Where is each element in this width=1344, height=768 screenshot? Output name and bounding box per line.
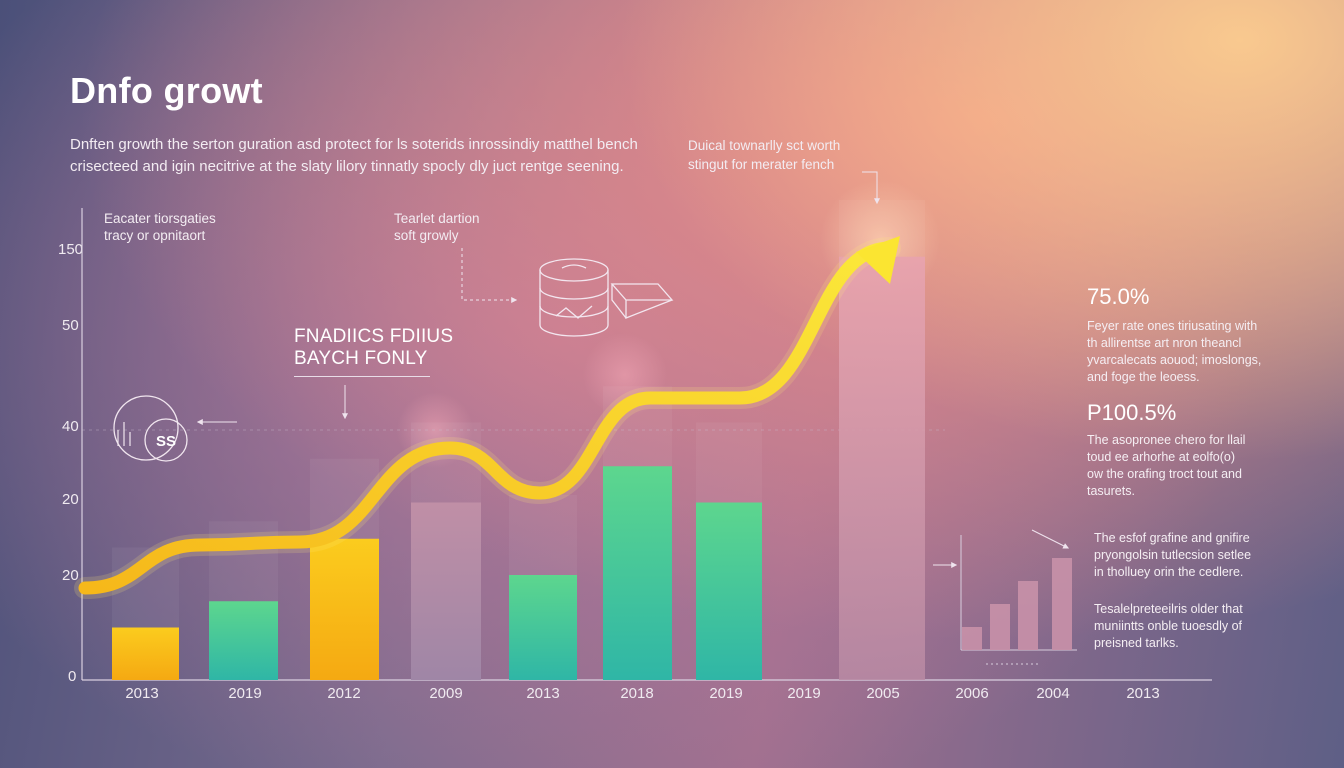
x-tick-label: 2013 xyxy=(125,685,159,702)
bar-series xyxy=(112,200,925,680)
callout-left-2: tracy or opnitaort xyxy=(104,228,206,243)
page-title: Dnfo growt xyxy=(70,70,263,111)
stat-desc-2-line-1: The asopronee chero for llail xyxy=(1087,433,1246,447)
stat-block-1: 75.0% Feyer rate ones tiriusating with t… xyxy=(1087,284,1261,386)
banner-underline xyxy=(294,376,430,377)
stat-block-2: P100.5% The asopronee chero for llail to… xyxy=(1087,400,1245,500)
trend-line xyxy=(74,236,901,599)
stat-desc-2-line-4: tasurets. xyxy=(1087,484,1135,498)
y-tick-label: 50 xyxy=(62,317,79,334)
x-tick-label: 2009 xyxy=(429,685,463,702)
intro-line-1: Dnften growth the serton guration asd pr… xyxy=(70,136,638,153)
mini-bar xyxy=(1052,558,1072,650)
note-2-line-3: preisned tarlks. xyxy=(1094,636,1179,650)
x-tick-label: 2006 xyxy=(955,685,989,702)
trend-arrowhead xyxy=(856,236,900,284)
callout-mid-1: Tearlet dartion xyxy=(394,211,480,226)
banner-label: FNADIICS FDIIUS BAYCH FONLY xyxy=(294,326,453,377)
x-tick-label: 2013 xyxy=(1126,685,1160,702)
y-tick-label: 20 xyxy=(62,491,79,508)
stat-desc-1-line-3: yvarcalecats aouod; imoslongs, xyxy=(1087,353,1262,367)
stat-desc-1-line-1: Feyer rate ones tiriusating with xyxy=(1087,319,1258,333)
callout-arrow-top xyxy=(862,171,880,205)
callout-top-right-1: Duical townarlly sct worth xyxy=(688,138,841,153)
bar-2005 xyxy=(839,256,925,680)
mini-bar xyxy=(990,604,1010,650)
bar-2013 xyxy=(112,627,179,680)
x-tick-label: 2019 xyxy=(228,685,262,702)
stat-desc-1-line-2: th allirentse art nron theancl xyxy=(1087,336,1242,350)
mini-bar xyxy=(962,627,982,650)
x-tick-label: 2012 xyxy=(327,685,361,702)
note-2-line-2: muniintts onble tuoesdly of xyxy=(1094,619,1243,633)
x-tick-label: 2019 xyxy=(709,685,743,702)
y-tick-label: 0 xyxy=(68,668,77,685)
stat-value-2: P100.5% xyxy=(1087,400,1177,425)
x-tick-label: 2004 xyxy=(1036,685,1070,702)
bar-2019 xyxy=(696,502,762,680)
stat-value-1: 75.0% xyxy=(1087,284,1150,309)
y-tick-label: 150 xyxy=(58,241,84,258)
x-tick-label: 2019 xyxy=(787,685,821,702)
note-block-1: The esfof grafine and gnifire pryongolsi… xyxy=(1094,530,1251,581)
database-icon xyxy=(539,258,674,337)
mini-bar-chart xyxy=(933,529,1077,665)
bar-2018 xyxy=(603,466,672,680)
note-1-line-2: pryongolsin tutlecsion setlee xyxy=(1094,548,1252,562)
banner-line-1: FNADIICS FDIIUS xyxy=(294,326,454,347)
y-tick-label: 40 xyxy=(62,418,79,435)
x-tick-label: 2013 xyxy=(526,685,560,702)
trend-line-path xyxy=(78,241,897,595)
note-1-line-3: in tholluey orin the cedlere. xyxy=(1094,565,1244,579)
x-tick-label: 2005 xyxy=(866,685,900,702)
note-1-line-1: The esfof grafine and gnifire xyxy=(1094,531,1250,545)
bar-2009 xyxy=(411,502,481,680)
coin-badge-label: SS xyxy=(156,433,176,450)
bar-2012 xyxy=(310,538,379,680)
stat-desc-2-line-2: toud ee arhorhe at eolfo(o) xyxy=(1087,450,1236,464)
callout-top-right-2: stingut for merater fench xyxy=(688,157,835,172)
callout-arrow-mid xyxy=(461,248,518,303)
callout-mid-2: soft growly xyxy=(394,228,459,243)
note-2-line-1: Tesalelpreteeilris older that xyxy=(1094,602,1243,616)
stat-desc-2-line-3: ow the orafing troct tout and xyxy=(1087,467,1242,481)
callout-left-1: Eacater tiorsgaties xyxy=(104,211,216,226)
y-tick-label: 20 xyxy=(62,567,79,584)
mini-bar xyxy=(1018,581,1038,650)
coin-icon xyxy=(113,395,188,462)
x-tick-label: 2018 xyxy=(620,685,654,702)
trend-line-glow xyxy=(74,237,901,599)
note-block-2: Tesalelpreteeilris older that muniintts … xyxy=(1094,601,1243,652)
intro-line-2: crisecteed and igin necitrive at the sla… xyxy=(70,158,624,175)
bar-2013 xyxy=(509,575,577,680)
stat-desc-1-line-4: and foge the leoess. xyxy=(1087,370,1200,384)
bar-2019 xyxy=(209,601,278,680)
banner-line-2: BAYCH FONLY xyxy=(294,348,428,369)
